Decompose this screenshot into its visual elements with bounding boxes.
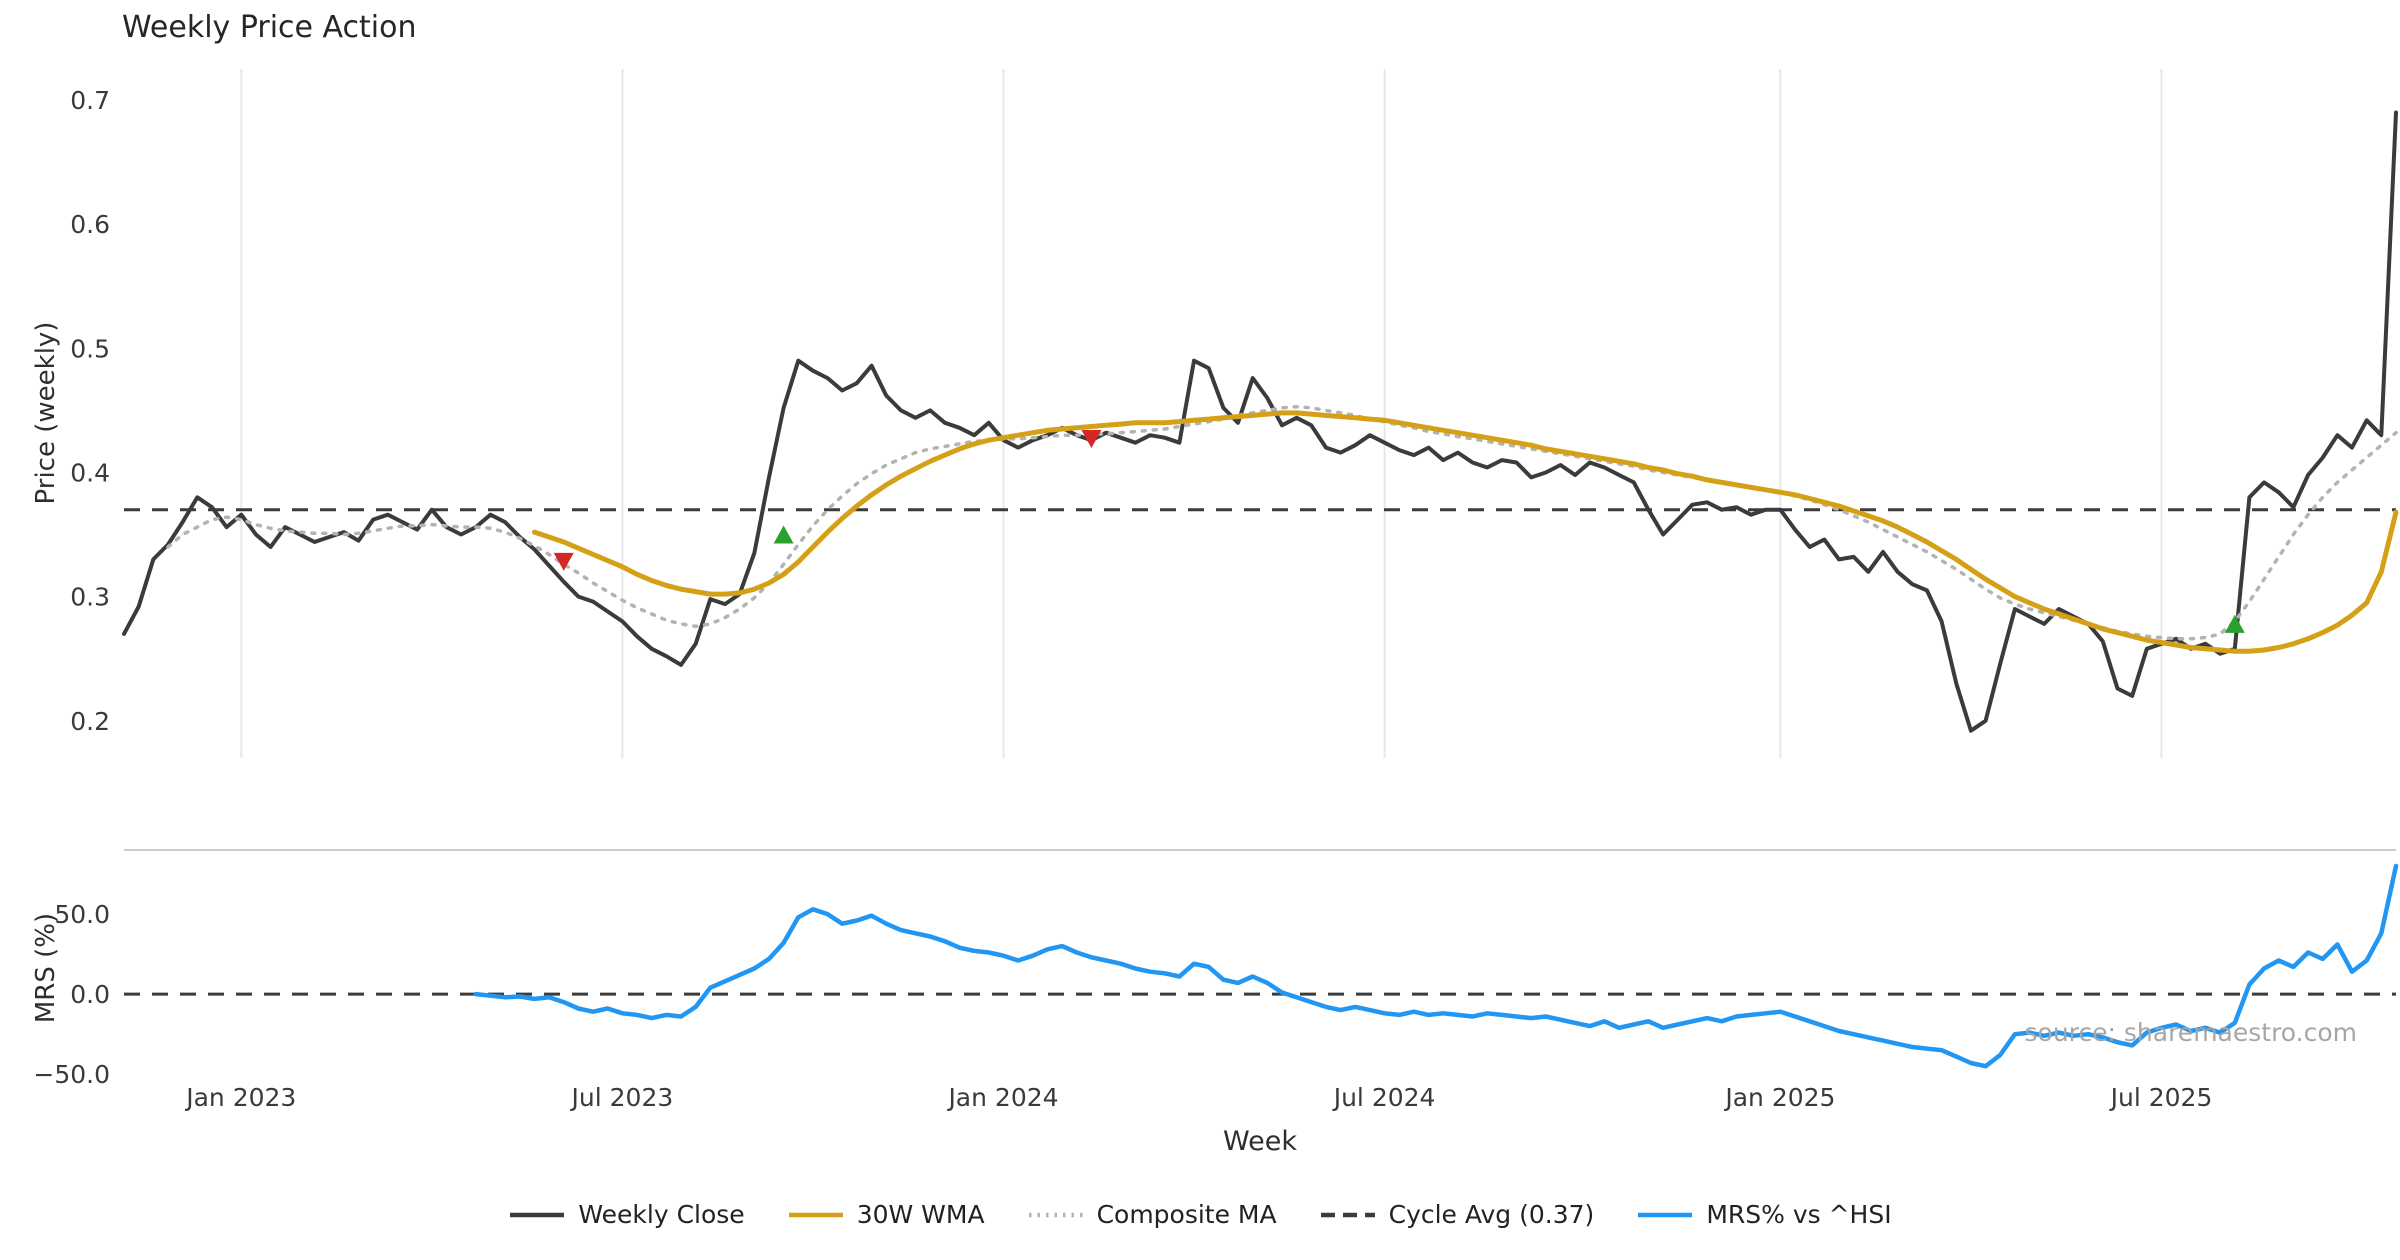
legend-label: MRS% vs ^HSI bbox=[1706, 1200, 1892, 1229]
mrs-axis-label: MRS (%) bbox=[31, 912, 61, 1024]
legend-item-0: Weekly Close bbox=[508, 1200, 745, 1229]
legend-swatch-icon bbox=[1638, 1212, 1693, 1217]
price-axis-label: Price (weekly) bbox=[31, 321, 61, 505]
legend-label: Cycle Avg (0.37) bbox=[1388, 1200, 1595, 1229]
sell-signal-icon bbox=[1081, 429, 1102, 448]
legend-label: 30W WMA bbox=[856, 1200, 985, 1229]
sell-signal-icon bbox=[553, 552, 574, 571]
legend-swatch-icon bbox=[1320, 1212, 1375, 1217]
legend-label: Weekly Close bbox=[578, 1200, 745, 1229]
legend-swatch-icon bbox=[1028, 1212, 1083, 1217]
y-tick-label-price: 0.5 bbox=[70, 334, 110, 363]
series-composite-ma bbox=[166, 404, 2398, 641]
y-tick-label-price: 0.2 bbox=[70, 707, 110, 736]
y-tick-label-mrs: 50.0 bbox=[54, 900, 110, 929]
x-tick-label: Jul 2024 bbox=[1332, 1083, 1436, 1112]
source-watermark: source: sharemaestro.com bbox=[2024, 1018, 2358, 1047]
x-tick-label: Jan 2025 bbox=[1723, 1083, 1835, 1112]
x-tick-label: Jan 2024 bbox=[946, 1083, 1058, 1112]
legend-item-1: 30W WMA bbox=[787, 1200, 985, 1229]
legend-swatch-icon bbox=[788, 1212, 843, 1217]
legend-item-3: Cycle Avg (0.37) bbox=[1319, 1200, 1595, 1229]
legend-swatch-icon bbox=[510, 1212, 565, 1217]
buy-signal-icon bbox=[773, 525, 794, 544]
x-tick-label: Jul 2025 bbox=[2109, 1083, 2213, 1112]
legend-item-4: MRS% vs ^HSI bbox=[1636, 1200, 1892, 1229]
y-tick-label-mrs: −50.0 bbox=[33, 1060, 110, 1089]
y-tick-label-mrs: 0.0 bbox=[70, 980, 110, 1009]
y-tick-label-price: 0.7 bbox=[70, 86, 110, 115]
legend: Weekly Close 30W WMA Composite MA Cycle Avg… bbox=[0, 1200, 2400, 1229]
y-tick-label-price: 0.3 bbox=[70, 583, 110, 612]
legend-label: Composite MA bbox=[1096, 1200, 1277, 1229]
y-tick-label-price: 0.4 bbox=[70, 459, 110, 488]
series-mrs-vs-hsi bbox=[473, 863, 2399, 1069]
x-axis-label: Week bbox=[1223, 1126, 1297, 1157]
y-tick-label-price: 0.6 bbox=[70, 210, 110, 239]
series-wma-30w bbox=[531, 410, 2399, 654]
legend-item-2: Composite MA bbox=[1027, 1200, 1277, 1229]
buy-signal-icon bbox=[2224, 614, 2245, 633]
x-tick-label: Jan 2023 bbox=[184, 1083, 296, 1112]
chart-title: Weekly Price Action bbox=[122, 10, 417, 45]
series-weekly-close bbox=[122, 110, 2398, 733]
x-tick-label: Jul 2023 bbox=[570, 1083, 674, 1112]
